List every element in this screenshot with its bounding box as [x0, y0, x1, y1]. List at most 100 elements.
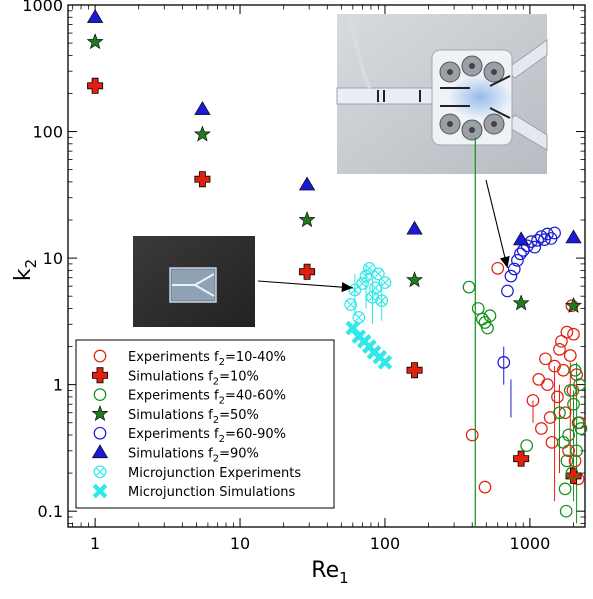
legend-label-suffix: =10% [219, 369, 259, 384]
arrow-head [499, 256, 510, 268]
marker-circle [563, 349, 577, 362]
marker-plus [565, 467, 582, 484]
marker-circle [520, 439, 534, 452]
marker-cross [368, 293, 377, 302]
legend-label-suffix: =90% [219, 447, 259, 462]
data-point [567, 397, 580, 411]
data-point [478, 480, 492, 494]
data-point [558, 482, 572, 496]
marker-circle [563, 384, 577, 397]
marker-circle [93, 349, 107, 363]
y-tick-label: 0.1 [38, 502, 63, 521]
marker-circle [369, 281, 382, 295]
arrow-to-microjunction [257, 280, 353, 293]
data-point [573, 378, 586, 392]
marker-circle [478, 480, 492, 494]
data-point [512, 294, 530, 311]
marker-circle [483, 309, 497, 323]
x-tick-label: 1000 [510, 534, 551, 553]
marker-star [565, 296, 582, 313]
marker-star [91, 405, 109, 422]
y-tick-label: 1 [53, 376, 63, 395]
x-tick-label: 100 [370, 534, 401, 553]
marker-circle [356, 277, 369, 290]
data-point [462, 280, 476, 294]
data-point [507, 262, 521, 276]
legend-box [75, 339, 335, 509]
marker-circle [476, 312, 489, 326]
arrow-shaft [485, 179, 508, 269]
data-point [86, 33, 104, 50]
data-point [531, 234, 544, 247]
data-point [528, 240, 542, 254]
legend-marker [93, 388, 107, 401]
data-point [570, 444, 583, 458]
data-point [565, 296, 582, 313]
junction-device-photo [336, 13, 548, 174]
legend-label-suffix: =40-60% [225, 389, 286, 404]
data-point [548, 226, 561, 240]
marker-circle [514, 247, 527, 261]
marker-circle [528, 240, 542, 254]
legend-marker [93, 465, 107, 479]
marker-circle [548, 226, 561, 240]
data-point [378, 276, 392, 289]
marker-circle [565, 466, 579, 480]
marker-circle [555, 334, 568, 348]
marker-circle [562, 428, 575, 442]
marker-circle [497, 355, 511, 369]
marker-circle [551, 390, 564, 404]
legend-label: Simulations f2=90% [128, 447, 259, 465]
marker-circle [504, 269, 518, 283]
marker-circle [535, 230, 548, 243]
data-point [491, 261, 505, 275]
data-points [86, 9, 588, 518]
data-point [545, 435, 559, 449]
legend-marker [93, 349, 107, 363]
data-point [559, 504, 573, 518]
marker-circle [344, 298, 358, 311]
marker-plus [194, 171, 211, 188]
data-point [563, 349, 577, 362]
legend-label-prefix: Experiments f [128, 350, 219, 365]
data-point [553, 406, 566, 420]
data-point [471, 302, 485, 315]
marker-triangle [194, 101, 211, 115]
data-point [193, 125, 211, 142]
data-point [520, 239, 534, 253]
data-point [541, 227, 554, 241]
marker-plus [513, 450, 530, 467]
marker-circle [362, 261, 376, 275]
legend-marker [92, 483, 108, 499]
marker-circle [378, 276, 392, 289]
series-3 [86, 33, 582, 313]
marker-circle [545, 435, 559, 449]
data-point [520, 439, 534, 452]
arrow-to-junction [485, 179, 510, 269]
series-4 [497, 226, 561, 369]
data-point [377, 355, 393, 370]
marker-circle [501, 284, 514, 298]
data-point [539, 352, 552, 366]
legend-label: Experiments f2=60-90% [128, 427, 286, 445]
data-point [406, 220, 423, 235]
data-point [571, 416, 585, 430]
plot-border [67, 4, 586, 528]
legend-marker [91, 405, 109, 422]
marker-star [86, 33, 104, 50]
data-point [553, 343, 566, 356]
legend-label-prefix: Experiments f [128, 427, 219, 442]
arrow-shaft [257, 280, 353, 289]
marker-x [377, 355, 393, 370]
data-point [511, 253, 524, 267]
legend-label: Simulations f2=50% [128, 408, 259, 426]
data-point [465, 428, 479, 442]
data-point [535, 230, 548, 243]
data-point [558, 406, 572, 420]
marker-cross [96, 467, 104, 476]
data-point [567, 327, 580, 341]
data-point [352, 311, 366, 324]
legend-label-sub: 2 [219, 357, 225, 368]
